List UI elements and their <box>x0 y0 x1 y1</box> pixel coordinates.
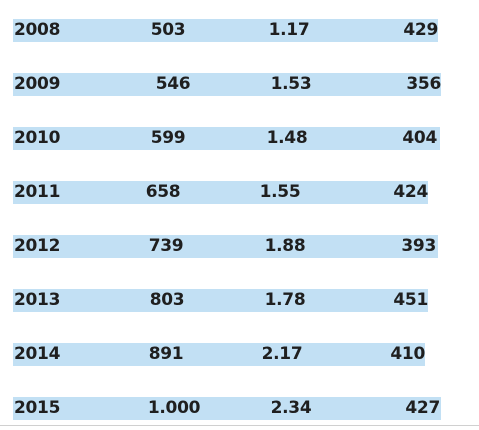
cell: 451 <box>393 290 428 310</box>
row-highlight <box>13 19 438 42</box>
cell: 2014 <box>14 344 61 364</box>
row-highlight <box>13 397 441 420</box>
cell: 1.000 <box>147 398 201 418</box>
cell: 2010 <box>14 128 61 148</box>
row-highlight <box>13 289 428 312</box>
cell: 427 <box>405 398 440 418</box>
cell: 2009 <box>14 74 61 94</box>
cell: 2012 <box>14 236 61 256</box>
cell: 658 <box>145 182 181 202</box>
cell: 2.17 <box>261 344 303 364</box>
cell: 1.88 <box>264 236 306 256</box>
cell: 2008 <box>14 20 61 40</box>
cell: 739 <box>148 236 184 256</box>
row-highlight <box>13 73 441 96</box>
cell: 599 <box>150 128 186 148</box>
cell: 2.34 <box>270 398 312 418</box>
cell: 1.17 <box>268 20 310 40</box>
cell: 404 <box>402 128 437 148</box>
cell: 2013 <box>14 290 61 310</box>
cell: 424 <box>393 182 428 202</box>
row-highlight <box>13 343 425 366</box>
cell: 410 <box>390 344 425 364</box>
row-highlight <box>13 235 438 258</box>
cell: 503 <box>150 20 186 40</box>
cell: 1.48 <box>266 128 308 148</box>
cell: 429 <box>403 20 438 40</box>
cell: 2015 <box>14 398 61 418</box>
row-highlight <box>13 181 428 204</box>
cell: 891 <box>148 344 184 364</box>
cell: 1.78 <box>264 290 306 310</box>
cell: 1.55 <box>259 182 301 202</box>
cell: 1.53 <box>270 74 312 94</box>
cell: 393 <box>401 236 436 256</box>
cell: 2011 <box>14 182 61 202</box>
cell: 546 <box>155 74 191 94</box>
row-highlight <box>13 127 440 150</box>
cell: 803 <box>149 290 185 310</box>
bottom-rule <box>0 425 479 426</box>
cell: 356 <box>406 74 441 94</box>
